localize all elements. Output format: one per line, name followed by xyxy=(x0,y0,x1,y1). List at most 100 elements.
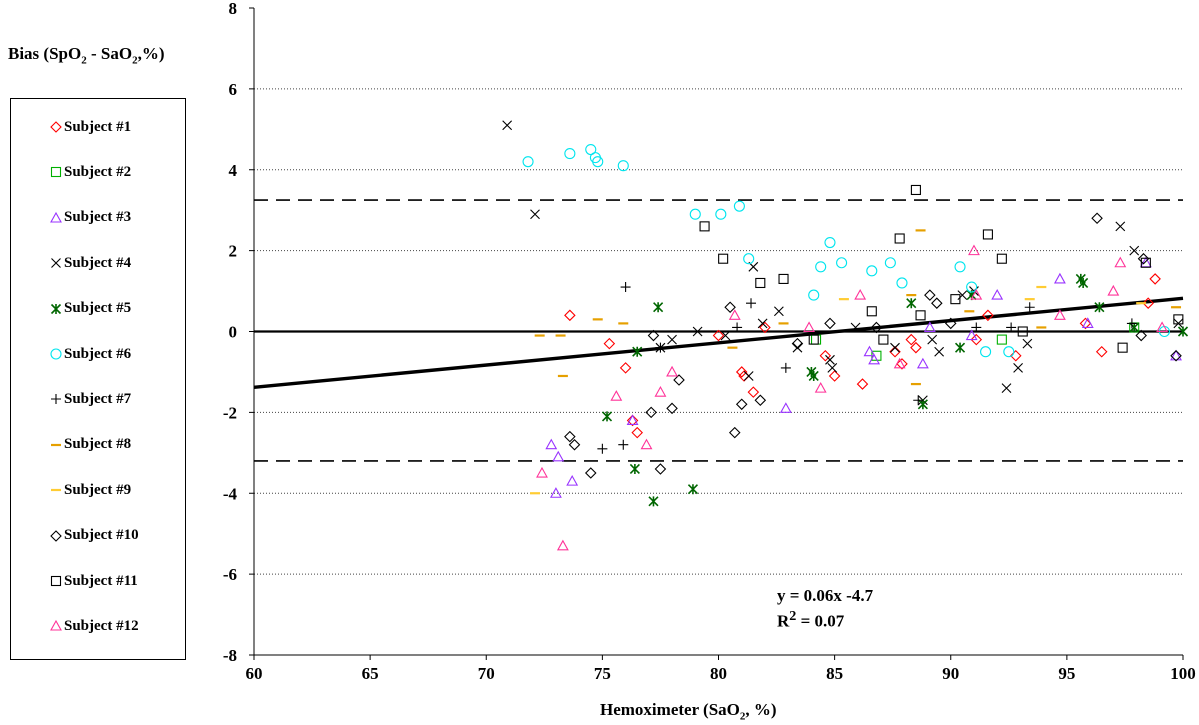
data-point xyxy=(893,357,906,369)
data-point xyxy=(732,322,743,333)
data-point xyxy=(647,329,660,342)
data-point xyxy=(564,309,576,322)
x-tick-label: 80 xyxy=(710,664,727,683)
x-tick-label: 100 xyxy=(1170,664,1196,683)
data-point xyxy=(808,370,819,382)
data-point xyxy=(715,208,727,220)
data-point xyxy=(923,321,936,333)
data-point xyxy=(626,414,639,426)
data-point xyxy=(1114,256,1127,268)
data-point xyxy=(728,426,741,439)
data-point xyxy=(692,326,703,337)
data-point xyxy=(982,229,993,240)
data-point xyxy=(950,294,961,305)
data-point xyxy=(648,496,659,507)
data-point xyxy=(1173,314,1184,325)
legend-marker-icon xyxy=(50,167,62,178)
data-point xyxy=(50,575,62,587)
data-point xyxy=(854,288,867,300)
data-point xyxy=(1078,277,1089,289)
data-point xyxy=(889,345,901,358)
y-tick-label: -6 xyxy=(223,565,237,584)
data-point xyxy=(968,244,980,256)
data-point xyxy=(996,334,1007,345)
data-point xyxy=(1142,297,1154,309)
data-point xyxy=(1140,257,1151,268)
data-point xyxy=(868,353,881,365)
data-point xyxy=(564,430,576,443)
data-point xyxy=(735,398,748,411)
data-point xyxy=(1053,272,1066,284)
legend-item: Subject #8 xyxy=(11,435,131,455)
data-point xyxy=(530,209,540,220)
data-point xyxy=(50,620,62,631)
legend-label: Subject #4 xyxy=(64,254,132,271)
r-squared: R2 = 0.07 xyxy=(777,608,845,631)
data-point xyxy=(50,348,62,360)
data-point xyxy=(592,156,604,168)
data-point xyxy=(712,329,725,342)
data-point xyxy=(728,309,741,320)
data-point xyxy=(755,277,766,289)
legend-label: Subject #11 xyxy=(64,572,138,589)
data-point xyxy=(884,257,896,269)
data-point xyxy=(1010,349,1022,362)
data-point xyxy=(666,402,678,415)
legend-item: Subject #5 xyxy=(11,299,131,319)
series-4 xyxy=(502,120,1184,406)
data-point xyxy=(910,184,921,196)
data-point xyxy=(50,167,62,178)
data-point xyxy=(653,302,664,313)
y-tick-label: 4 xyxy=(229,161,238,180)
data-point xyxy=(754,394,767,407)
legend-label: Subject #6 xyxy=(64,345,132,362)
data-point xyxy=(747,386,760,398)
legend-label: Subject #7 xyxy=(64,390,132,407)
data-point xyxy=(1022,338,1033,349)
data-point xyxy=(545,438,558,450)
x-axis-label: Hemoximeter (SaO2, %) xyxy=(600,700,777,723)
data-point xyxy=(735,366,748,378)
series-7 xyxy=(597,282,1137,454)
legend-label: Subject #9 xyxy=(64,481,132,498)
legend-item: Subject #9 xyxy=(11,480,131,500)
data-point xyxy=(743,371,754,381)
series-3 xyxy=(545,256,1182,498)
legend-item: Subject #4 xyxy=(11,253,131,273)
data-point xyxy=(1129,245,1140,256)
data-point xyxy=(931,297,943,309)
data-point xyxy=(640,438,653,450)
data-point xyxy=(905,333,918,346)
data-point xyxy=(808,289,820,301)
data-point xyxy=(522,156,534,168)
data-point xyxy=(631,426,643,439)
x-tick-label: 70 xyxy=(478,664,495,683)
data-point xyxy=(1013,363,1023,373)
data-point xyxy=(824,236,836,249)
x-tick-label: 95 xyxy=(1058,664,1075,683)
regression-equation: y = 0.06x -4.7 R2 = 0.07 xyxy=(777,586,873,632)
legend-label: Subject #3 xyxy=(64,209,132,226)
legend-marker-icon xyxy=(50,620,62,631)
data-point xyxy=(689,208,701,220)
data-point xyxy=(50,303,62,314)
data-point xyxy=(502,120,513,131)
equation-line: y = 0.06x -4.7 xyxy=(777,586,874,605)
data-point xyxy=(863,345,876,357)
data-point xyxy=(655,342,666,353)
data-point xyxy=(626,414,639,427)
data-point xyxy=(1017,326,1028,337)
data-point xyxy=(808,334,819,345)
data-point xyxy=(915,310,926,321)
data-point xyxy=(866,306,877,317)
data-point xyxy=(814,381,827,393)
data-point xyxy=(720,330,731,341)
data-point xyxy=(564,148,576,160)
data-point xyxy=(620,282,631,293)
data-point xyxy=(982,309,994,322)
data-point xyxy=(51,394,61,405)
legend-marker-icon xyxy=(51,489,61,492)
data-point xyxy=(896,358,908,370)
data-point xyxy=(724,301,736,314)
data-point xyxy=(791,337,804,350)
